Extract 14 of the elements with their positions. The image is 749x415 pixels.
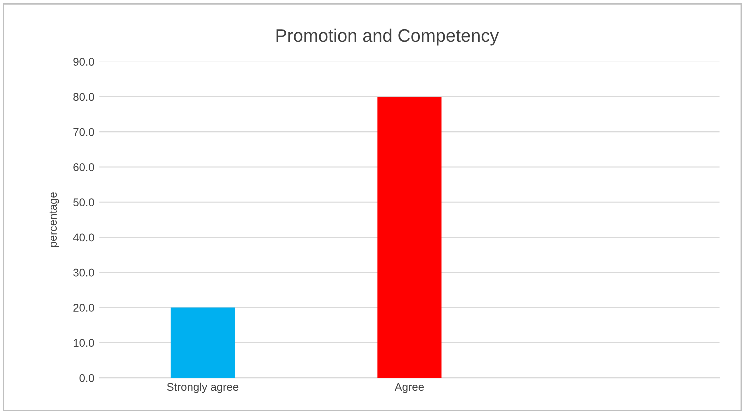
y-tick-label: 60.0 — [74, 164, 94, 172]
x-tick-label: Strongly agree — [167, 382, 239, 394]
y-tick-label: 40.0 — [73, 234, 94, 242]
y-tick-label: 10.0 — [74, 339, 94, 348]
y-tick-label: 70.0 — [74, 128, 94, 136]
y-tick-label: 20.0 — [74, 304, 94, 312]
y-tick-label: 30.0 — [74, 268, 94, 277]
y-tick-label: 80.0 — [74, 93, 94, 102]
y-tick-label: 90.0 — [74, 58, 94, 66]
y-tick-label: 50.0 — [74, 198, 94, 207]
y-tick-label: 0.0 — [80, 374, 94, 382]
y-axis-title: percentage — [50, 192, 60, 248]
chart-title: Promotion and Competency — [276, 28, 500, 46]
x-tick-label: Agree — [394, 383, 424, 394]
